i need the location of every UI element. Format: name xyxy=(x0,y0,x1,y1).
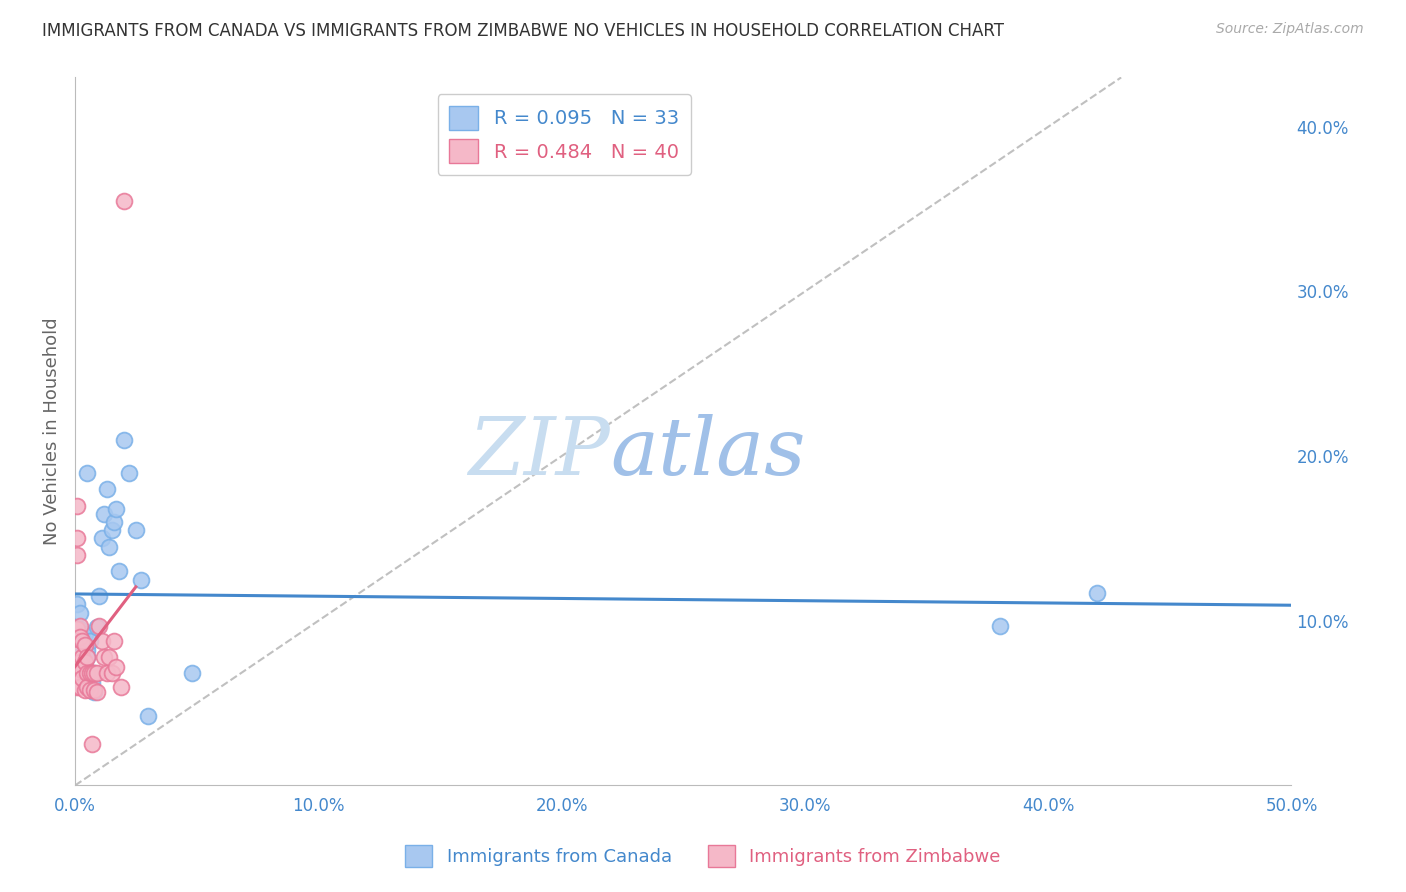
Point xyxy=(69,680,91,694)
Point xyxy=(96,482,118,496)
Point xyxy=(66,499,89,513)
Point xyxy=(72,650,94,665)
Point xyxy=(100,523,122,537)
Point xyxy=(136,709,159,723)
Point xyxy=(105,501,128,516)
Point xyxy=(66,532,89,546)
Point xyxy=(72,672,94,686)
Point xyxy=(76,680,98,694)
Point xyxy=(98,540,121,554)
Point xyxy=(72,663,94,677)
Point xyxy=(112,194,135,208)
Point xyxy=(96,666,118,681)
Legend: R = 0.095   N = 33, R = 0.484   N = 40: R = 0.095 N = 33, R = 0.484 N = 40 xyxy=(437,95,690,175)
Point xyxy=(69,655,91,669)
Point xyxy=(79,633,101,648)
Point xyxy=(72,647,94,661)
Point xyxy=(80,737,103,751)
Point xyxy=(107,565,129,579)
Point xyxy=(86,666,108,681)
Point xyxy=(83,682,105,697)
Point xyxy=(73,639,96,653)
Point xyxy=(180,666,202,681)
Point xyxy=(103,633,125,648)
Point xyxy=(73,627,96,641)
Point xyxy=(90,633,112,648)
Point xyxy=(66,598,89,612)
Point xyxy=(86,684,108,698)
Point xyxy=(66,647,89,661)
Point xyxy=(66,680,89,694)
Point xyxy=(103,515,125,529)
Point xyxy=(76,650,98,665)
Point xyxy=(76,650,98,665)
Point xyxy=(83,684,105,698)
Point xyxy=(117,466,139,480)
Point xyxy=(86,620,108,634)
Point xyxy=(988,618,1011,632)
Point xyxy=(79,682,101,697)
Text: ZIP: ZIP xyxy=(468,414,610,491)
Point xyxy=(89,618,111,632)
Point xyxy=(93,507,115,521)
Point xyxy=(76,466,98,480)
Legend: Immigrants from Canada, Immigrants from Zimbabwe: Immigrants from Canada, Immigrants from … xyxy=(398,838,1008,874)
Point xyxy=(90,532,112,546)
Point xyxy=(73,676,96,690)
Point xyxy=(73,682,96,697)
Point xyxy=(76,643,98,657)
Point xyxy=(72,633,94,648)
Point xyxy=(79,666,101,681)
Point xyxy=(93,650,115,665)
Point xyxy=(83,666,105,681)
Text: atlas: atlas xyxy=(610,414,806,491)
Point xyxy=(76,666,98,681)
Point xyxy=(66,548,89,562)
Point xyxy=(100,666,122,681)
Point xyxy=(69,622,91,636)
Point xyxy=(69,606,91,620)
Point xyxy=(80,676,103,690)
Point xyxy=(73,655,96,669)
Point xyxy=(129,573,152,587)
Point xyxy=(69,630,91,644)
Point xyxy=(72,630,94,644)
Point xyxy=(1085,586,1108,600)
Point xyxy=(110,680,132,694)
Point xyxy=(69,666,91,681)
Point xyxy=(66,666,89,681)
Point xyxy=(66,622,89,636)
Point xyxy=(125,523,148,537)
Point xyxy=(83,666,105,681)
Point xyxy=(112,433,135,447)
Point xyxy=(69,618,91,632)
Text: Source: ZipAtlas.com: Source: ZipAtlas.com xyxy=(1216,22,1364,37)
Point xyxy=(105,660,128,674)
Y-axis label: No Vehicles in Household: No Vehicles in Household xyxy=(44,318,60,545)
Point xyxy=(66,622,89,636)
Point xyxy=(89,589,111,603)
Point xyxy=(80,666,103,681)
Point xyxy=(98,650,121,665)
Text: IMMIGRANTS FROM CANADA VS IMMIGRANTS FROM ZIMBABWE NO VEHICLES IN HOUSEHOLD CORR: IMMIGRANTS FROM CANADA VS IMMIGRANTS FRO… xyxy=(42,22,1004,40)
